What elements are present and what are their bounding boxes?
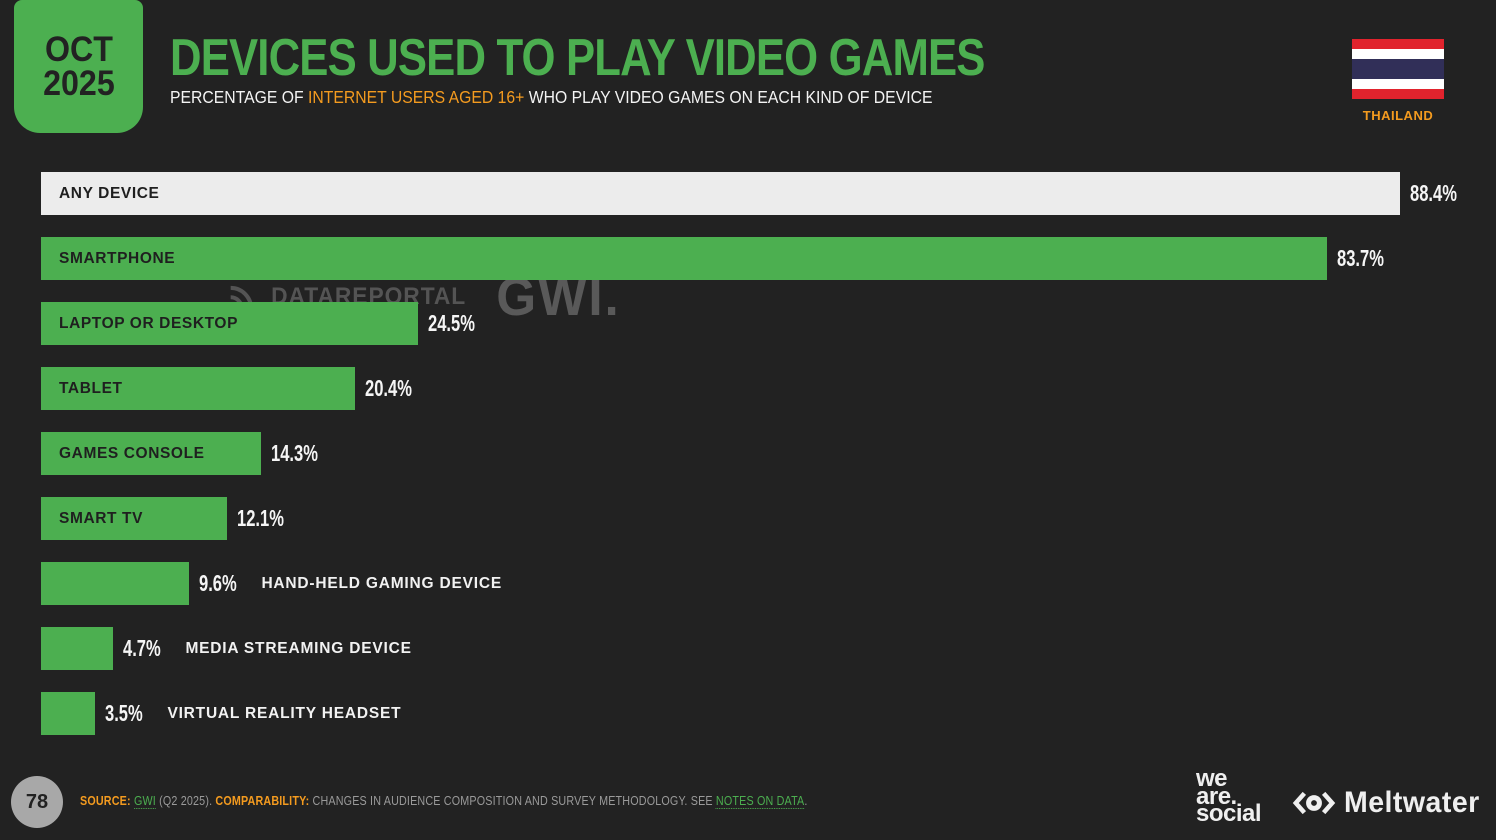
meltwater-eye-icon <box>1292 791 1336 815</box>
source-detail: (Q2 2025). <box>155 794 216 808</box>
thailand-flag <box>1352 39 1444 99</box>
flag-stripe-red <box>1352 89 1444 99</box>
bar <box>41 692 95 735</box>
bar-value: 3.5% <box>105 700 143 726</box>
subtitle-prefix: PERCENTAGE OF <box>170 87 308 107</box>
bar-row: ANY DEVICE 88.4% <box>41 172 1496 215</box>
flag-stripe-blue <box>1352 59 1444 79</box>
page-number-badge: 78 <box>11 776 63 828</box>
meltwater-logo: Meltwater <box>1290 786 1487 820</box>
bar-label: SMARTPHONE <box>59 249 176 267</box>
meltwater-label: Meltwater <box>1344 786 1480 819</box>
bar-label: GAMES CONSOLE <box>59 444 205 462</box>
was-line-are: are. <box>1196 782 1237 810</box>
was-line-we: we <box>1196 765 1228 792</box>
country-label: THAILAND <box>1362 108 1434 123</box>
bar-row: 9.6% HAND-HELD GAMING DEVICE <box>41 562 1496 605</box>
bar-label-outside: VIRTUAL REALITY HEADSET <box>167 704 402 722</box>
bar-value: 24.5% <box>428 310 475 336</box>
was-line-social: social <box>1196 800 1262 827</box>
flag-stripe-white <box>1352 79 1444 89</box>
we-are-social-logo: we are. social <box>1196 765 1262 827</box>
subtitle-suffix: WHO PLAY VIDEO GAMES ON EACH KIND OF DEV… <box>524 87 933 107</box>
source-line: SOURCE: GWI (Q2 2025). COMPARABILITY: CH… <box>80 794 808 809</box>
bar-row: TABLET 20.4% <box>41 367 1496 410</box>
bar <box>41 562 189 605</box>
bar-value: 83.7% <box>1337 245 1384 271</box>
badge-year: 2025 <box>42 63 115 103</box>
bar-row: 3.5% VIRTUAL REALITY HEADSET <box>41 692 1496 735</box>
bar: LAPTOP OR DESKTOP <box>41 302 418 345</box>
page-number: 78 <box>25 790 49 813</box>
source-link-gwi[interactable]: GWI <box>133 794 156 809</box>
source-label: SOURCE: <box>80 794 134 808</box>
bar-chart: ANY DEVICE 88.4% SMARTPHONE 83.7% LAPTOP OR … <box>41 172 1496 757</box>
source-tail: . <box>804 794 808 808</box>
notes-on-data-link[interactable]: NOTES ON DATA <box>715 794 805 809</box>
badge-month: OCT <box>44 29 113 69</box>
comparability-label: COMPARABILITY: <box>215 794 310 808</box>
bar-label: ANY DEVICE <box>59 184 160 202</box>
bar-value: 20.4% <box>365 375 412 401</box>
page-title: DEVICES USED TO PLAY VIDEO GAMES <box>170 29 985 87</box>
subtitle: PERCENTAGE OF INTERNET USERS AGED 16+ WH… <box>170 87 932 108</box>
bar-label: SMART TV <box>59 509 144 527</box>
bar-value: 9.6% <box>199 570 237 596</box>
bar-row: SMARTPHONE 83.7% <box>41 237 1496 280</box>
bar-value: 14.3% <box>271 440 318 466</box>
bar: TABLET <box>41 367 355 410</box>
bar-value: 88.4% <box>1410 180 1457 206</box>
flag-stripe-red <box>1352 39 1444 49</box>
bar-row: LAPTOP OR DESKTOP 24.5% <box>41 302 1496 345</box>
bar-row: SMART TV 12.1% <box>41 497 1496 540</box>
bar-label-outside: HAND-HELD GAMING DEVICE <box>261 574 503 592</box>
flag-stripe-white <box>1352 49 1444 59</box>
bar: ANY DEVICE <box>41 172 1400 215</box>
bar-value: 12.1% <box>237 505 284 531</box>
bar <box>41 627 113 670</box>
bar: SMART TV <box>41 497 227 540</box>
bar-row: GAMES CONSOLE 14.3% <box>41 432 1496 475</box>
comparability-text: CHANGES IN AUDIENCE COMPOSITION AND SURV… <box>309 794 716 808</box>
bar-label: TABLET <box>59 379 123 397</box>
subtitle-highlight: INTERNET USERS AGED 16+ <box>307 87 525 107</box>
date-badge: OCT 2025 <box>14 0 143 133</box>
bar-row: 4.7% MEDIA STREAMING DEVICE <box>41 627 1496 670</box>
bar-label: LAPTOP OR DESKTOP <box>59 314 239 332</box>
bar: SMARTPHONE <box>41 237 1327 280</box>
bar-label-outside: MEDIA STREAMING DEVICE <box>185 639 412 657</box>
bar-value: 4.7% <box>123 635 161 661</box>
bar: GAMES CONSOLE <box>41 432 261 475</box>
